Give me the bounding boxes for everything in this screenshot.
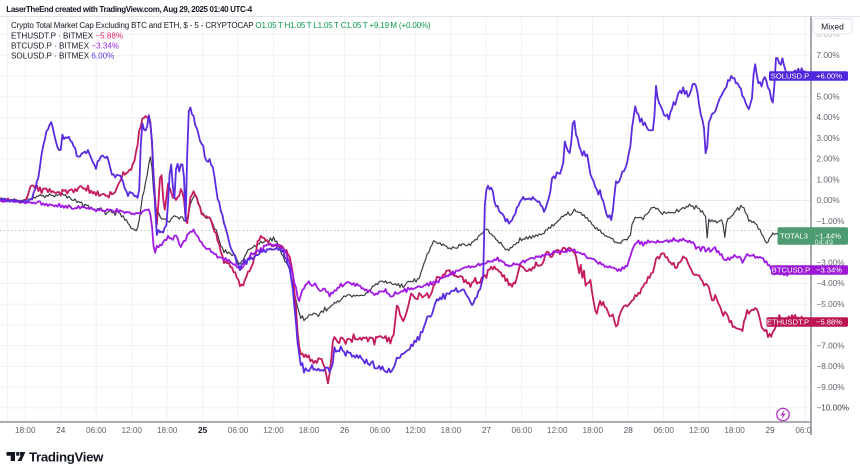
svg-text:SOLUSD.P: SOLUSD.P (771, 72, 809, 81)
svg-text:7.00%: 7.00% (817, 51, 840, 60)
svg-text:12:00: 12:00 (689, 426, 710, 435)
svg-text:18:00: 18:00 (583, 426, 604, 435)
svg-text:−3.34%: −3.34% (816, 266, 842, 275)
svg-text:18:00: 18:00 (724, 426, 745, 435)
svg-text:1.00%: 1.00% (817, 176, 840, 185)
svg-text:−3.00%: −3.00% (817, 258, 845, 267)
svg-text:18:00: 18:00 (299, 426, 320, 435)
svg-text:06:00: 06:00 (228, 426, 249, 435)
svg-text:−10.00%: −10.00% (817, 404, 850, 413)
svg-text:06:00: 06:00 (370, 426, 391, 435)
svg-text:26: 26 (340, 426, 350, 435)
svg-text:−9.00%: −9.00% (817, 383, 845, 392)
svg-text:−7.00%: −7.00% (817, 341, 845, 350)
svg-text:0.00%: 0.00% (817, 196, 840, 205)
svg-text:06:00: 06:00 (653, 426, 674, 435)
svg-text:3.00%: 3.00% (817, 134, 840, 143)
svg-text:+6.00%: +6.00% (816, 72, 842, 81)
svg-text:LaserTheEnd created with Tradi: LaserTheEnd created with TradingView.com… (6, 5, 252, 14)
svg-text:−1.44%: −1.44% (815, 231, 841, 240)
svg-text:04:49: 04:49 (815, 237, 834, 246)
svg-text:06:00: 06:00 (512, 426, 533, 435)
svg-text:18:00: 18:00 (15, 426, 36, 435)
svg-text:BTCUSD.P · BITMEX −3.34%: BTCUSD.P · BITMEX −3.34% (11, 42, 119, 51)
svg-text:8.00%: 8.00% (817, 30, 840, 39)
svg-text:28: 28 (624, 426, 634, 435)
svg-text:−10.00%: −10.00% (817, 404, 850, 413)
svg-text:18:00: 18:00 (441, 426, 462, 435)
svg-text:06:00: 06:00 (86, 426, 107, 435)
svg-text:06:00: 06:00 (795, 426, 816, 435)
svg-text:ETHUSDT.P: ETHUSDT.P (767, 318, 809, 327)
svg-text:5.00%: 5.00% (817, 93, 840, 102)
svg-text:12:00: 12:00 (121, 426, 142, 435)
svg-text:ETHUSDT.P · BITMEX −5.88%: ETHUSDT.P · BITMEX −5.88% (11, 32, 123, 41)
svg-text:BTCUSD.P: BTCUSD.P (772, 266, 810, 275)
svg-text:−5.88%: −5.88% (816, 318, 842, 327)
svg-text:27: 27 (482, 426, 492, 435)
svg-text:4.00%: 4.00% (817, 113, 840, 122)
svg-text:Mixed: Mixed (821, 22, 844, 32)
svg-text:−1.00%: −1.00% (817, 217, 845, 226)
svg-text:SOLUSD.P · BITMEX 6.00%: SOLUSD.P · BITMEX 6.00% (11, 52, 114, 61)
svg-text:TradingView: TradingView (29, 449, 104, 464)
svg-text:12:00: 12:00 (547, 426, 568, 435)
svg-text:−8.00%: −8.00% (817, 362, 845, 371)
svg-text:Crypto Total Market Cap Exclud: Crypto Total Market Cap Excluding BTC an… (11, 21, 431, 30)
svg-text:29: 29 (766, 426, 776, 435)
svg-text:24: 24 (56, 426, 66, 435)
svg-text:25: 25 (198, 426, 208, 435)
svg-text:12:00: 12:00 (405, 426, 426, 435)
svg-text:18:00: 18:00 (157, 426, 178, 435)
svg-text:2.00%: 2.00% (817, 155, 840, 164)
svg-text:12:00: 12:00 (263, 426, 284, 435)
svg-text:−4.00%: −4.00% (817, 279, 845, 288)
svg-text:−5.00%: −5.00% (817, 300, 845, 309)
svg-text:TOTAL3: TOTAL3 (780, 231, 808, 240)
